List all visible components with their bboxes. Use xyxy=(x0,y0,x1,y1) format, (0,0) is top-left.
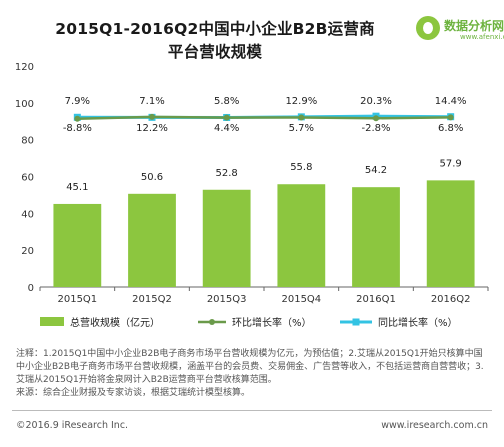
brand-logo: 数据分析网 www.afenxi.com xyxy=(416,12,504,48)
mom-growth-label: 5.7% xyxy=(289,123,314,134)
mom-growth-marker xyxy=(298,114,305,121)
revenue-bar xyxy=(277,184,326,287)
legend-revenue-swatch xyxy=(40,317,64,326)
y-axis: 0 20 40 60 80 100 120 xyxy=(15,62,34,294)
revenue-bar-label: 50.6 xyxy=(141,172,163,183)
x-tick-label: 2016Q2 xyxy=(431,294,471,305)
yoy-growth-label: 7.1% xyxy=(139,96,164,107)
mom-growth-marker xyxy=(447,114,454,121)
revenue-bar xyxy=(53,203,102,287)
mom-growth-label: 12.2% xyxy=(136,123,168,134)
revenue-bar-label: 55.8 xyxy=(290,162,312,173)
x-tick-label: 2015Q3 xyxy=(207,294,247,305)
mom-growth-line xyxy=(77,115,451,121)
footer-copyright: ©2016.9 iResearch Inc. xyxy=(16,420,129,431)
mom-growth-marker xyxy=(74,115,81,122)
yoy-growth-label: 5.8% xyxy=(214,96,239,107)
line-data-labels: 7.9% 7.1% 5.8% 12.9% 20.3% 14.4% -8.8% 12.2% 4.4… xyxy=(63,96,467,134)
x-tick-label: 2015Q2 xyxy=(132,294,172,305)
mom-growth-label: -2.8% xyxy=(361,123,390,134)
y-tick-label: 100 xyxy=(15,99,34,110)
brand-logo-name: 数据分析网 xyxy=(444,19,504,33)
revenue-bar-label: 57.9 xyxy=(440,158,462,169)
revenue-bar xyxy=(202,189,251,287)
y-tick-label: 20 xyxy=(21,246,34,257)
x-tick-label: 2016Q1 xyxy=(356,294,396,305)
chart-legend: 总营收规模（亿元） 环比增长率（%） 同比增长率（%） xyxy=(40,316,458,329)
y-tick-label: 80 xyxy=(21,136,34,147)
revenue-bar xyxy=(128,193,176,287)
mom-growth-label: 4.4% xyxy=(214,123,239,134)
revenue-bar xyxy=(352,187,400,287)
revenue-bar-label: 54.2 xyxy=(365,165,387,176)
yoy-growth-label: 14.4% xyxy=(435,96,467,107)
revenue-bar xyxy=(426,180,475,287)
y-tick-label: 120 xyxy=(15,62,34,73)
footer-divider xyxy=(12,410,492,411)
chart-title-line-1: 2015Q1-2016Q2中国中小企业B2B运营商 xyxy=(55,20,375,38)
legend-yoy-label: 同比增长率（%） xyxy=(378,316,458,329)
x-tick-label: 2015Q1 xyxy=(57,294,97,305)
line-series xyxy=(73,112,455,122)
legend-revenue-label: 总营收规模（亿元） xyxy=(70,316,160,329)
footer-site: www.iresearch.com.cn xyxy=(381,420,488,431)
bar-series xyxy=(53,180,475,287)
notes-text: 注释：1.2015Q1中国中小企业B2B电子商务市场平台营收规模为亿元，为预估值… xyxy=(16,349,484,385)
yoy-growth-label: 20.3% xyxy=(360,96,392,107)
y-tick-label: 60 xyxy=(21,173,34,184)
y-tick-label: 0 xyxy=(28,283,34,294)
mom-growth-label: 6.8% xyxy=(438,123,463,134)
legend-mom-label: 环比增长率（%） xyxy=(232,316,312,329)
yoy-growth-label: 7.9% xyxy=(65,96,90,107)
mom-growth-marker xyxy=(373,115,379,122)
revenue-bar-label: 52.8 xyxy=(216,168,238,179)
x-tick-label: 2015Q4 xyxy=(281,294,321,305)
mom-growth-marker xyxy=(149,113,155,120)
legend-mom-marker xyxy=(209,319,215,325)
y-tick-label: 40 xyxy=(21,209,34,220)
yoy-growth-label: 12.9% xyxy=(285,96,317,107)
revenue-bar-label: 45.1 xyxy=(66,182,88,193)
revenue-chart: 0 20 40 60 80 100 120 2015Q1 2015Q2 2015Q3 2015Q4… xyxy=(15,62,489,329)
mom-growth-marker xyxy=(223,114,230,121)
source-text: 来源：综合企业财报及专家访谈，根据艾瑞统计模型核算。 xyxy=(16,388,251,398)
chart-notes: 注释：1.2015Q1中国中小企业B2B电子商务市场平台营收规模为亿元，为预估值… xyxy=(16,348,490,400)
brand-logo-icon xyxy=(416,16,440,40)
mom-growth-label: -8.8% xyxy=(63,123,92,134)
chart-title-line-2: 平台营收规模 xyxy=(167,43,263,61)
bar-data-labels: 45.1 50.6 52.8 55.8 54.2 57.9 xyxy=(66,158,462,193)
brand-logo-url: www.afenxi.com xyxy=(460,33,504,41)
x-axis: 2015Q1 2015Q2 2015Q3 2015Q4 2016Q1 2016Q2 xyxy=(39,286,489,305)
legend-yoy-marker xyxy=(352,318,360,326)
